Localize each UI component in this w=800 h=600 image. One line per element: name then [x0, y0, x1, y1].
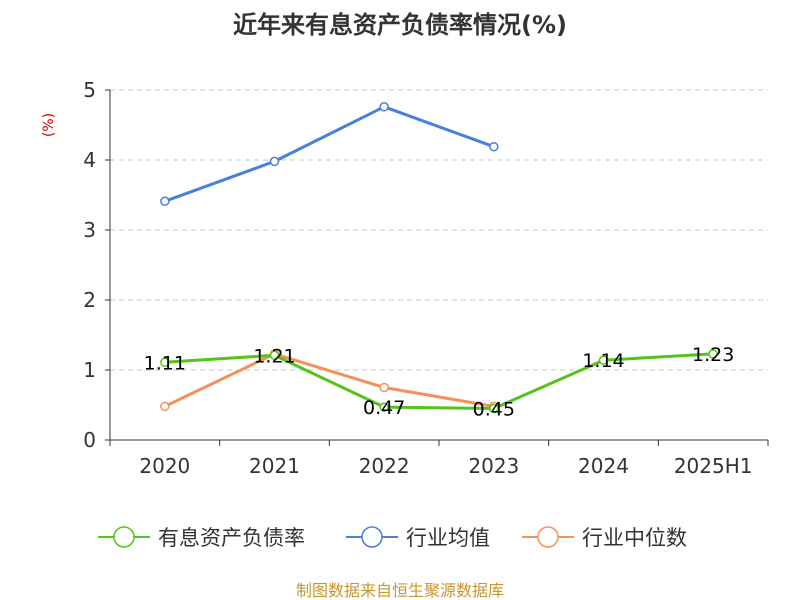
legend-item: 行业中位数 [522, 526, 687, 550]
data-point [598, 355, 609, 365]
data-label: 0.45 [473, 399, 515, 421]
data-point [489, 141, 499, 152]
y-tick-label: 5 [83, 78, 96, 102]
legend-label: 行业中位数 [582, 526, 687, 550]
grid-layer [110, 89, 768, 371]
data-point [379, 382, 389, 393]
series-line [164, 105, 495, 203]
data-point [160, 357, 170, 368]
series-line [164, 352, 714, 410]
legend-swatch-marker [361, 526, 383, 548]
data-label: 1.14 [582, 350, 624, 372]
data-label: 1.11 [144, 352, 186, 374]
x-tick-label: 2023 [468, 454, 519, 478]
chart-title: 近年来有息资产负债率情况(%) [233, 11, 567, 39]
y-tick-label: 0 [83, 428, 96, 452]
data-point [160, 401, 170, 412]
y-axis-label: (%) [41, 113, 57, 137]
data-point [269, 350, 280, 361]
legend-swatch-marker [537, 526, 559, 548]
legend-label: 有息资产负债率 [158, 526, 305, 550]
legend-swatch-marker [113, 526, 135, 548]
x-tick-label: 2024 [578, 454, 629, 478]
x-tick-label: 2021 [249, 454, 300, 478]
data-point [379, 402, 389, 412]
y-tick-label: 4 [83, 148, 96, 172]
legend: 有息资产负债率 行业均值 行业中位数 [98, 526, 687, 550]
axis-layer: 0 1 2 3 4 5 2020 2021 2022 2023 2024 2025H1 [83, 78, 769, 478]
data-point [379, 102, 389, 112]
data-point [708, 349, 718, 359]
series-line [164, 352, 495, 408]
data-point [269, 156, 280, 167]
data-label: 0.47 [363, 397, 405, 419]
y-tick-label: 2 [83, 288, 96, 312]
y-tick-label: 1 [83, 358, 96, 382]
series-layer [160, 102, 718, 414]
legend-item: 有息资产负债率 [98, 526, 305, 550]
x-tick-label: 2025H1 [674, 454, 753, 478]
legend-item: 行业均值 [346, 526, 490, 550]
source-note: 制图数据来自恒生聚源数据库 [296, 581, 504, 600]
x-tick-label: 2022 [359, 454, 410, 478]
data-point [160, 196, 170, 207]
data-label: 1.21 [253, 345, 295, 367]
data-label: 1.23 [692, 344, 734, 366]
data-label-layer: 1.11 1.21 0.47 0.45 1.14 1.23 [144, 344, 735, 421]
y-tick-label: 3 [83, 218, 96, 242]
x-tick-label: 2020 [139, 454, 190, 478]
data-point [489, 403, 499, 414]
legend-label: 行业均值 [406, 526, 490, 550]
